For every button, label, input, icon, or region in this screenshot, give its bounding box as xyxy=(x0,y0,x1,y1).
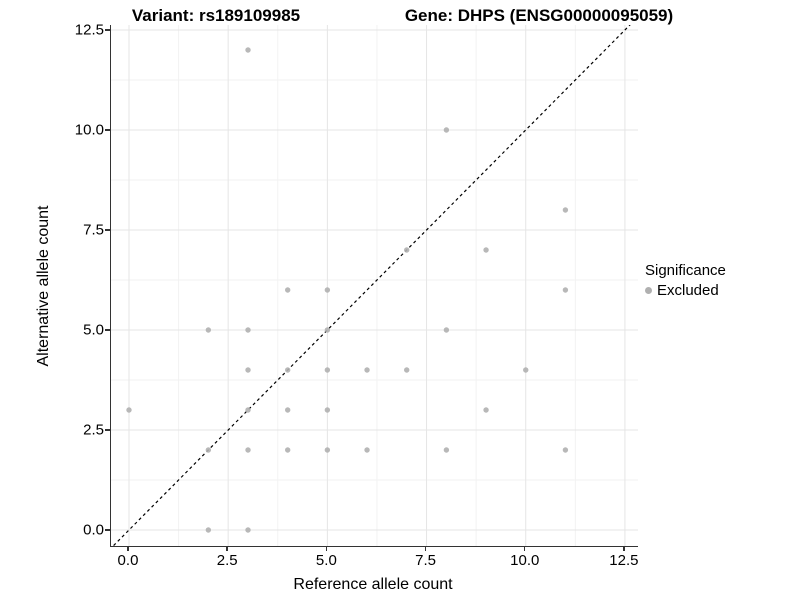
x-tick-label: 2.5 xyxy=(216,552,238,569)
data-point xyxy=(324,287,331,293)
data-point xyxy=(284,367,291,373)
data-point xyxy=(245,407,251,413)
data-point xyxy=(126,407,132,413)
data-point xyxy=(284,407,291,413)
data-point xyxy=(284,447,291,453)
data-point xyxy=(205,327,212,333)
data-point xyxy=(324,367,331,373)
data-point xyxy=(245,47,251,53)
data-point xyxy=(443,327,450,333)
x-tick-mark xyxy=(523,546,526,551)
data-point xyxy=(404,367,410,373)
x-axis-title: Reference allele count xyxy=(293,576,453,593)
x-tick-label: 12.5 xyxy=(609,552,639,569)
plot-title-gene: Gene: DHPS (ENSG00000095059) xyxy=(404,6,674,25)
data-point xyxy=(364,367,370,373)
x-tick-label: 7.5 xyxy=(415,552,436,569)
legend-item-label: Excluded xyxy=(657,282,719,299)
data-point xyxy=(562,287,569,293)
y-tick-label: 2.5 xyxy=(83,421,104,439)
y-tick-label: 10.0 xyxy=(74,121,104,139)
data-point xyxy=(245,527,251,533)
data-point xyxy=(205,527,212,533)
x-tick-label: 0.0 xyxy=(117,552,139,569)
data-point xyxy=(324,327,331,333)
y-axis-title: Alternative allele count xyxy=(35,205,52,367)
data-point xyxy=(443,447,450,453)
data-point xyxy=(483,247,489,253)
x-tick-label: 10.0 xyxy=(510,552,540,569)
y-tick-label: 7.5 xyxy=(83,221,104,239)
y-tick-mark xyxy=(105,329,110,331)
data-point xyxy=(205,447,212,453)
data-point xyxy=(245,447,251,453)
x-tick-label: 5.0 xyxy=(315,552,337,569)
x-tick-mark xyxy=(623,546,625,551)
legend-title: Significance xyxy=(645,262,726,279)
legend-item-excluded: Excluded xyxy=(645,282,726,299)
y-tick-mark xyxy=(105,429,110,431)
data-point xyxy=(245,327,251,333)
plot-area xyxy=(111,25,638,546)
plot-panel xyxy=(110,25,638,547)
legend: Significance Excluded xyxy=(645,262,726,299)
x-tick-mark xyxy=(127,546,129,551)
x-tick-mark xyxy=(226,546,228,551)
data-point xyxy=(404,247,410,253)
data-point xyxy=(443,127,450,133)
y-tick-label: 5.0 xyxy=(83,321,104,339)
x-tick-mark xyxy=(325,546,328,551)
data-point xyxy=(523,367,529,373)
y-tick-mark xyxy=(105,529,110,531)
y-tick-mark xyxy=(105,129,110,131)
data-point xyxy=(364,447,370,453)
data-point xyxy=(284,287,291,293)
data-point xyxy=(324,407,331,413)
y-tick-label: 12.5 xyxy=(74,21,104,39)
plot-title-variant: Variant: rs189109985 xyxy=(131,6,301,25)
x-tick-mark xyxy=(424,546,427,551)
legend-point-icon xyxy=(645,287,652,294)
data-point xyxy=(562,447,569,453)
identity-line xyxy=(112,25,631,546)
data-point xyxy=(324,447,331,453)
y-tick-mark xyxy=(105,229,110,231)
y-tick-label: 0.0 xyxy=(83,521,104,539)
y-tick-mark xyxy=(105,29,110,31)
data-point xyxy=(245,367,251,373)
data-point xyxy=(562,207,569,213)
data-point xyxy=(483,407,489,413)
